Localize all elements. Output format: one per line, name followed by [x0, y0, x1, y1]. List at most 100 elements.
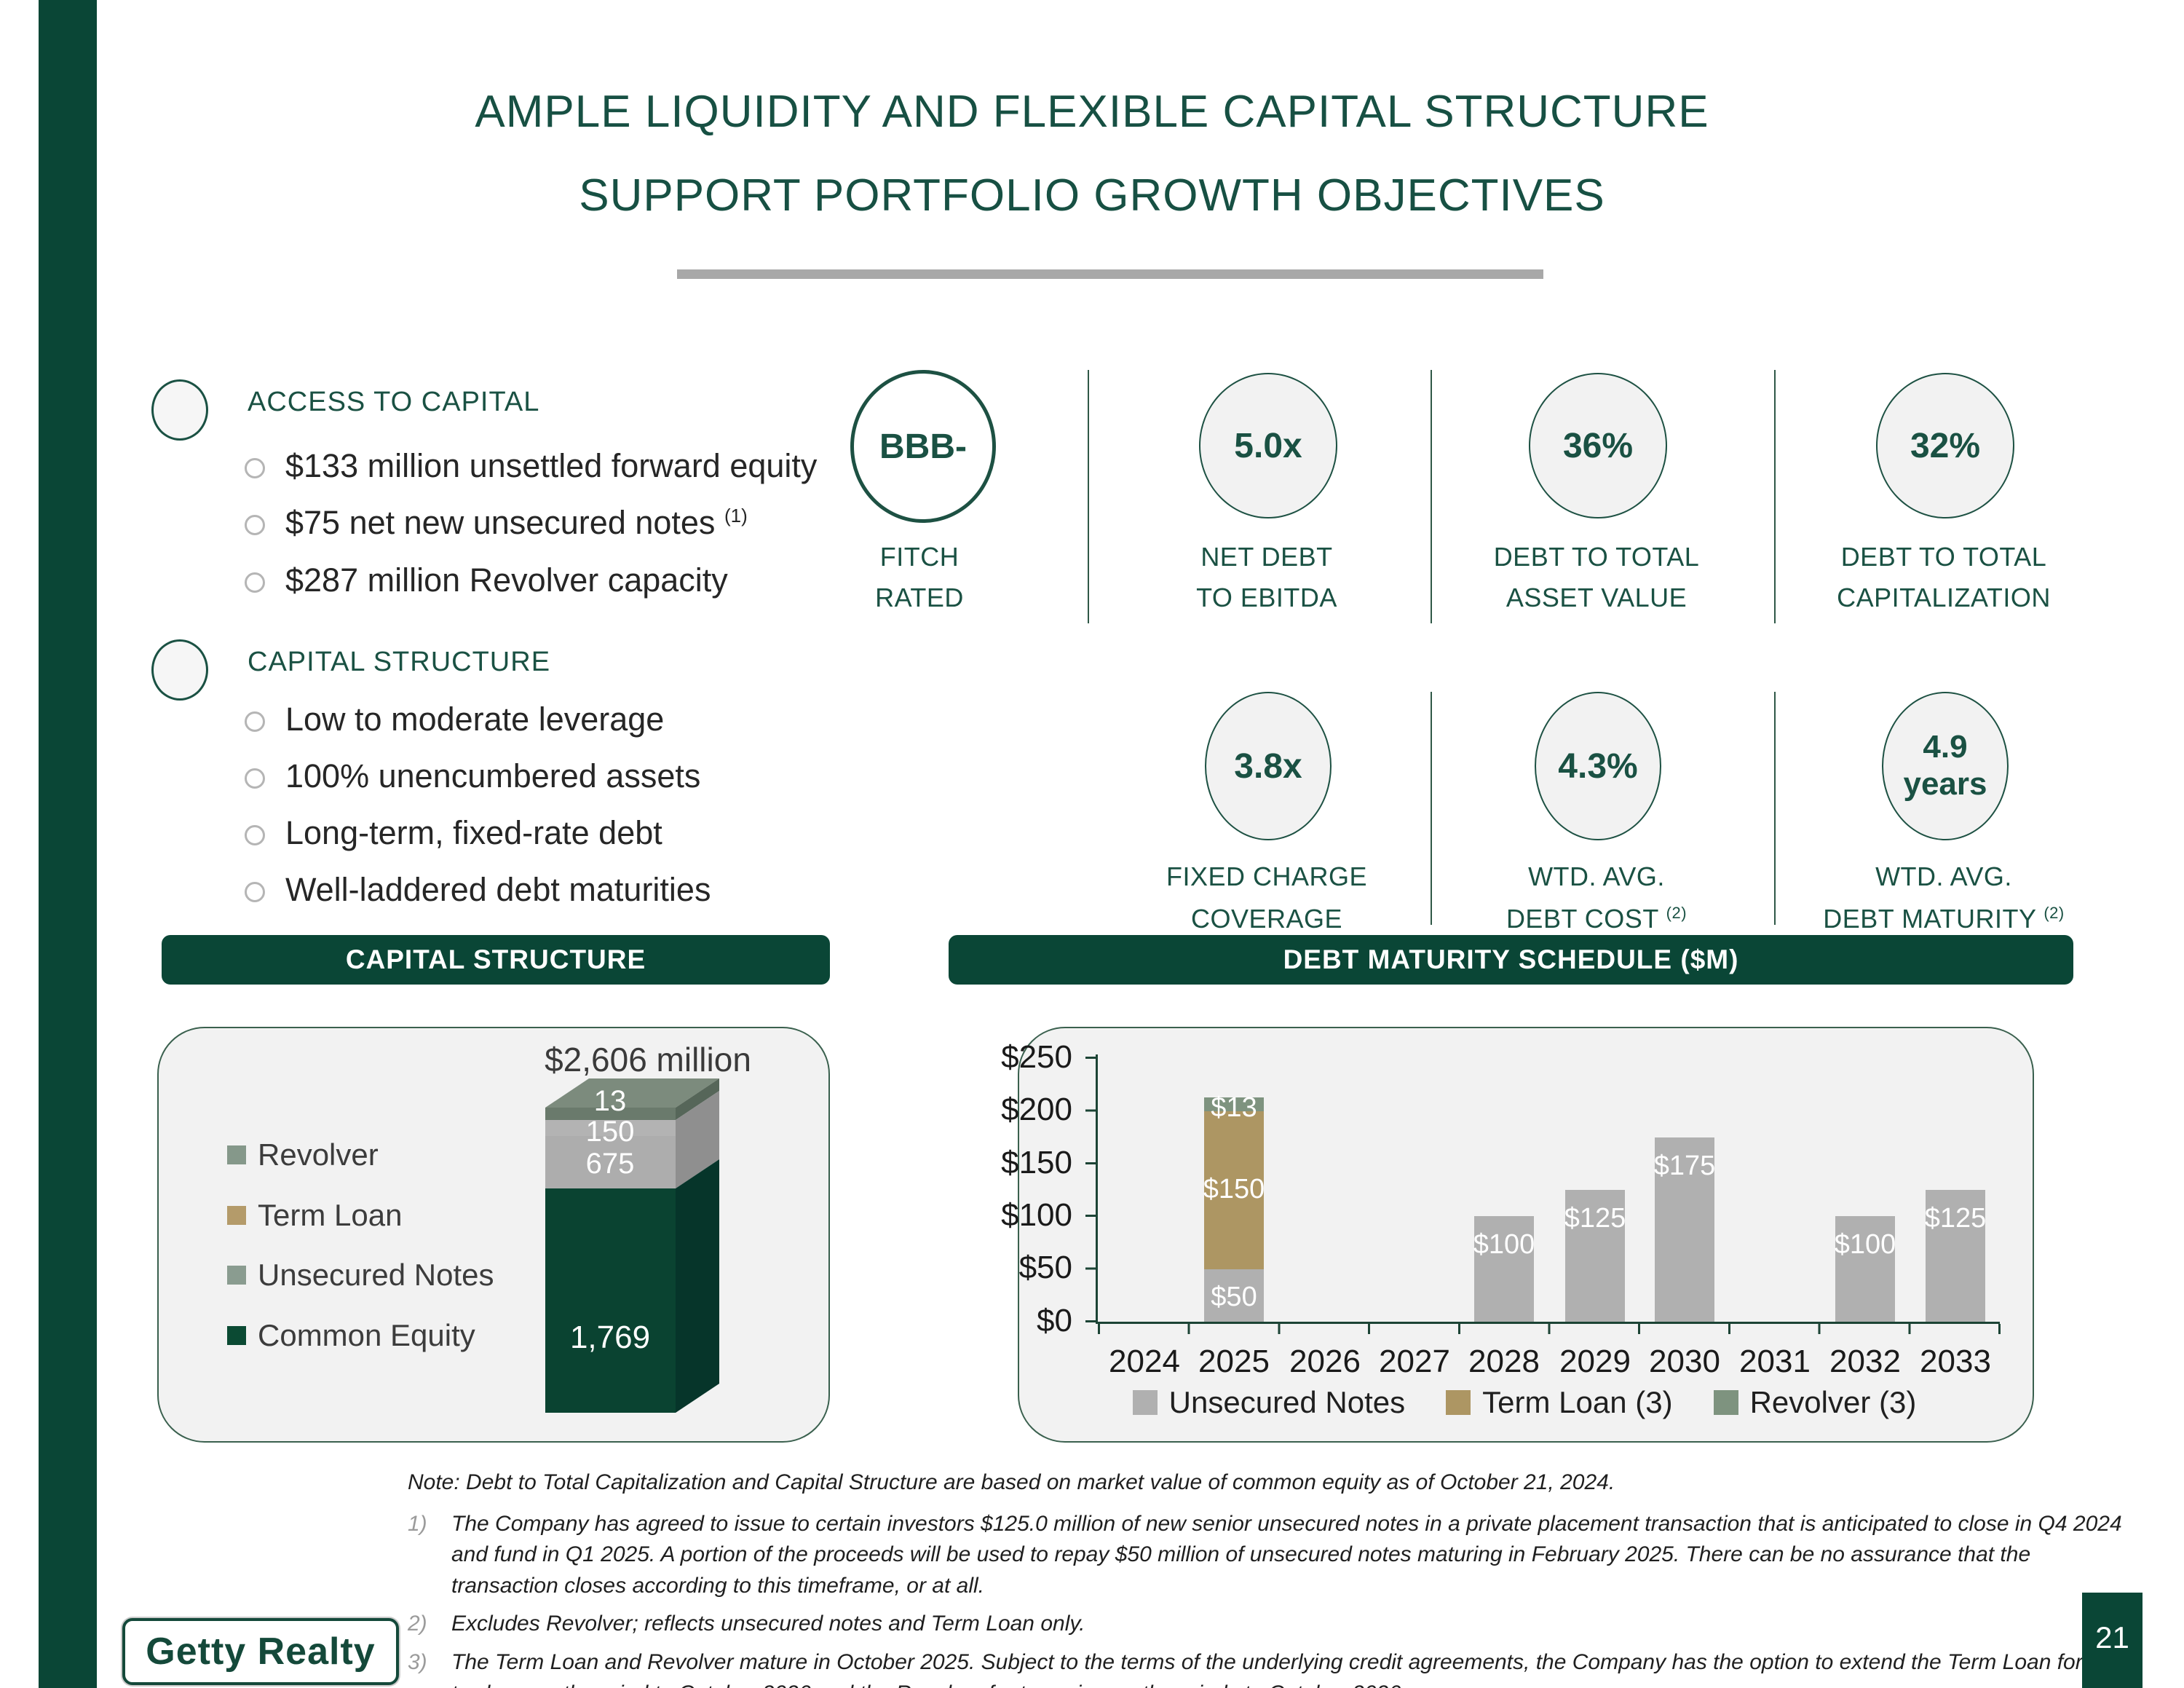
bar-top-face: [545, 1078, 719, 1108]
metric-label: DEBT MATURITY (2): [1805, 904, 2082, 934]
debt-maturity-panel-header: DEBT MATURITY SCHEDULE ($M): [949, 935, 2073, 985]
section-heading-access-to-capital: ACCESS TO CAPITAL: [248, 387, 540, 417]
x-axis-label: 2032: [1829, 1344, 1901, 1379]
term-loan-swatch-icon: [1446, 1390, 1471, 1415]
bullet-circle-icon: [245, 882, 265, 902]
bar-2032-unsecured-notes: [1835, 1216, 1895, 1322]
column-divider: [1431, 370, 1432, 623]
bar-value-label: $175: [1653, 1151, 1716, 1181]
footnote-number: 2): [408, 1612, 427, 1636]
unsecured-notes-swatch-icon: [227, 1266, 246, 1285]
unsecured-notes-swatch-icon: [1132, 1390, 1158, 1415]
bullet-item: Long-term, fixed-rate debt: [285, 814, 662, 852]
bar-2025-unsecured-notes: [1204, 1269, 1264, 1322]
bullet-item: $75 net new unsecured notes (1): [285, 504, 748, 542]
bullet-text: $287 million Revolver capacity: [285, 561, 728, 599]
metric-label: COVERAGE: [1190, 904, 1343, 934]
bullet-text: Well-laddered debt maturities: [285, 871, 711, 908]
metric-label-text: DEBT MATURITY: [1823, 904, 2036, 934]
bullet-text: $133 million unsettled forward equity: [285, 447, 818, 484]
bullet-item: $287 million Revolver capacity: [285, 561, 728, 599]
x-axis-label: 2025: [1198, 1344, 1270, 1379]
bullet-text: Long-term, fixed-rate debt: [285, 814, 662, 851]
notes-side-face: [676, 1091, 719, 1188]
bullet-item: Low to moderate leverage: [285, 701, 664, 738]
legend-item-unsecured-notes: Unsecured Notes: [1132, 1385, 1406, 1420]
bar-2033-unsecured-notes: [1926, 1190, 1985, 1322]
x-axis-label: 2033: [1920, 1344, 1991, 1379]
bullet-circle-icon: [245, 768, 265, 789]
metric-value: 4.9: [1923, 729, 1968, 765]
metric-value-unit: years: [1903, 766, 1987, 802]
footnote-number: 1): [408, 1511, 427, 1536]
debt-chart-legend: Unsecured Notes Term Loan (3) Revolver (…: [1018, 1385, 2031, 1420]
legend-item-revolver: Revolver (3): [1713, 1385, 1916, 1420]
bullet-circle-icon: [245, 572, 265, 593]
section-heading-capital-structure: CAPITAL STRUCTURE: [248, 647, 551, 677]
title-underline-rule: [677, 269, 1543, 279]
metric-label: ASSET VALUE: [1506, 583, 1688, 612]
x-axis-label: 2026: [1289, 1344, 1361, 1379]
bullet-circle-icon: [245, 515, 265, 535]
note-line: Note: Debt to Total Capitalization and C…: [408, 1470, 1615, 1494]
footnote-number: 3): [408, 1649, 427, 1674]
legend-item-term-loan: Term Loan: [227, 1198, 402, 1233]
y-axis-line: [1096, 1054, 1098, 1324]
bullet-circle-icon: [245, 458, 265, 478]
legend-item-term-loan: Term Loan (3): [1446, 1385, 1673, 1420]
column-divider: [1774, 370, 1776, 623]
metric-value: 4.3%: [1558, 746, 1638, 786]
metric-label: DEBT COST (2): [1458, 904, 1735, 934]
legend-label: Term Loan: [258, 1198, 403, 1232]
unsecured-notes-segment: [545, 1136, 676, 1188]
metric-value: 5.0x: [1234, 426, 1302, 465]
metric-value: BBB-: [879, 427, 967, 466]
legend-label: Common Equity: [258, 1318, 475, 1352]
metric-label: CAPITALIZATION: [1837, 583, 2051, 612]
x-axis-label: 2031: [1739, 1344, 1811, 1379]
footnotes: Note: Debt to Total Capitalization and C…: [408, 1467, 2140, 1688]
metric-label: WTD. AVG.: [1528, 861, 1665, 891]
x-axis-label: 2028: [1468, 1344, 1540, 1379]
common-equity-segment: [545, 1188, 676, 1413]
column-divider: [1774, 692, 1776, 925]
logo-text: Getty Realty: [146, 1630, 376, 1673]
y-axis-tick-label: $150: [1001, 1145, 1072, 1180]
metric-label: DEBT TO TOTAL: [1493, 542, 1700, 572]
metric-value: 3.8x: [1234, 746, 1302, 786]
metric-circle-fixed-charge-coverage: 3.8x: [1205, 692, 1332, 840]
y-axis-tick-label: $0: [1037, 1303, 1072, 1338]
bullet-item: $133 million unsettled forward equity: [285, 447, 817, 485]
revolver-side-face: [676, 1078, 719, 1120]
bar-2025-revolver: [1204, 1097, 1264, 1111]
bar-value-label: $50: [1211, 1282, 1257, 1312]
term-loan-segment: [545, 1120, 676, 1136]
metric-label: NET DEBT: [1200, 542, 1333, 572]
metric-label: RATED: [875, 583, 964, 612]
legend-label: Unsecured Notes: [1168, 1385, 1406, 1419]
bar-value-label: $100: [1834, 1229, 1896, 1260]
x-axis-label: 2024: [1109, 1344, 1180, 1379]
legend-label: Term Loan (3): [1482, 1385, 1673, 1419]
column-divider: [1088, 370, 1089, 623]
footnote-text: Excludes Revolver; reflects unsecured no…: [451, 1612, 1085, 1636]
bar-value-label: $13: [1211, 1092, 1257, 1123]
bar-2029-unsecured-notes: [1565, 1190, 1625, 1322]
metric-circle-net-debt-to-ebitda: 5.0x: [1199, 373, 1337, 518]
metric-label: FIXED CHARGE: [1166, 861, 1368, 891]
metric-value: 36%: [1562, 426, 1634, 465]
bar-2025-term-loan: [1204, 1111, 1264, 1269]
y-axis-tick-label: $250: [1001, 1039, 1072, 1075]
column-divider: [1431, 692, 1432, 925]
bullet-item: Well-laddered debt maturities: [285, 871, 711, 909]
footnote-ref: (2): [2043, 904, 2065, 922]
bullet-item: 100% unencumbered assets: [285, 757, 700, 795]
circle-bullet-icon: [151, 639, 208, 701]
x-axis-ticks: [1098, 1324, 2002, 1334]
metric-circle-debt-to-capitalization: 32%: [1876, 373, 2014, 518]
metric-circle-fitch-rating: BBB-: [850, 370, 996, 523]
y-axis-tick-label: $100: [1001, 1197, 1072, 1233]
bar-value-label: $125: [1924, 1203, 1987, 1234]
brand-sidebar-accent: [39, 0, 97, 1688]
page-number: 21: [2095, 1620, 2129, 1655]
